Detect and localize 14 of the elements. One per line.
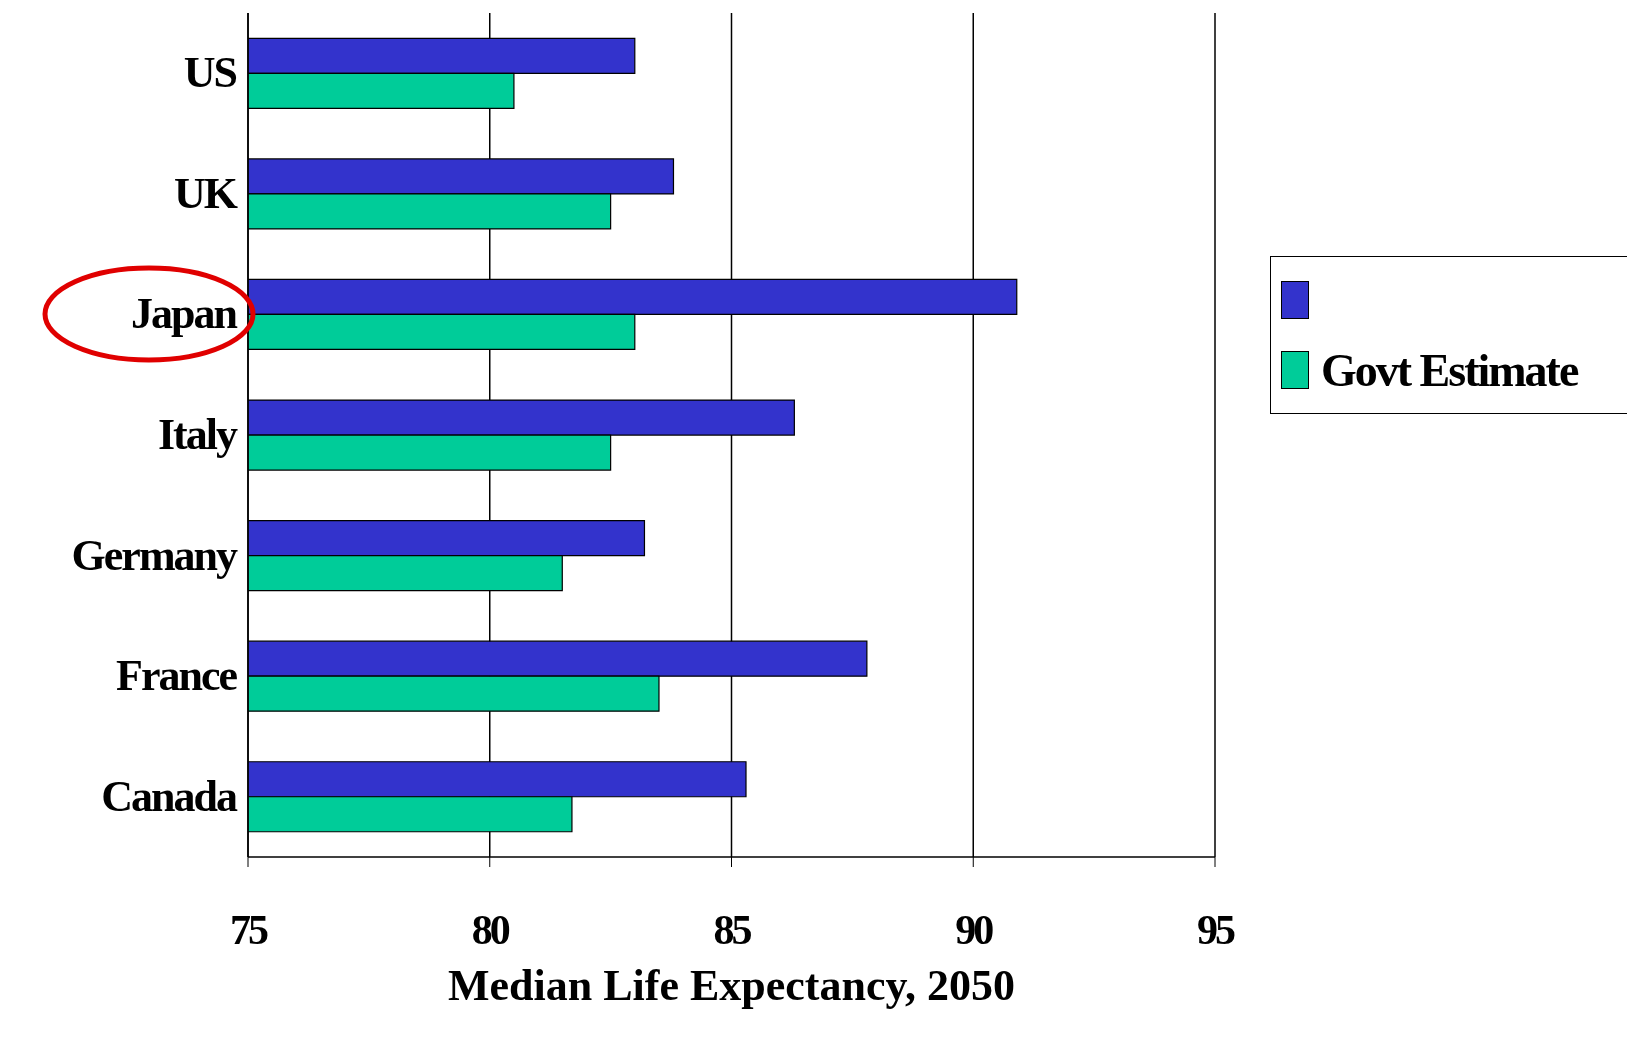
- y-tick-label: Italy: [158, 410, 238, 459]
- x-tick-label: 90: [955, 907, 994, 953]
- y-tick-label: Germany: [71, 530, 238, 580]
- x-tick-label: 80: [471, 907, 510, 953]
- x-tick-label: 85: [713, 907, 752, 953]
- x-tick-label: 95: [1197, 907, 1235, 953]
- x-tick-label: 75: [230, 907, 268, 953]
- y-tick-label: Canada: [101, 771, 238, 821]
- x-axis-title: Median Life Expectancy, 2050: [447, 961, 1016, 1010]
- y-tick-label: Japan: [131, 289, 238, 339]
- legend-label: Govt Estimate: [1321, 343, 1578, 397]
- y-tick-label: France: [116, 651, 238, 701]
- y-tick-label: UK: [174, 168, 238, 218]
- y-tick-label: US: [183, 48, 237, 98]
